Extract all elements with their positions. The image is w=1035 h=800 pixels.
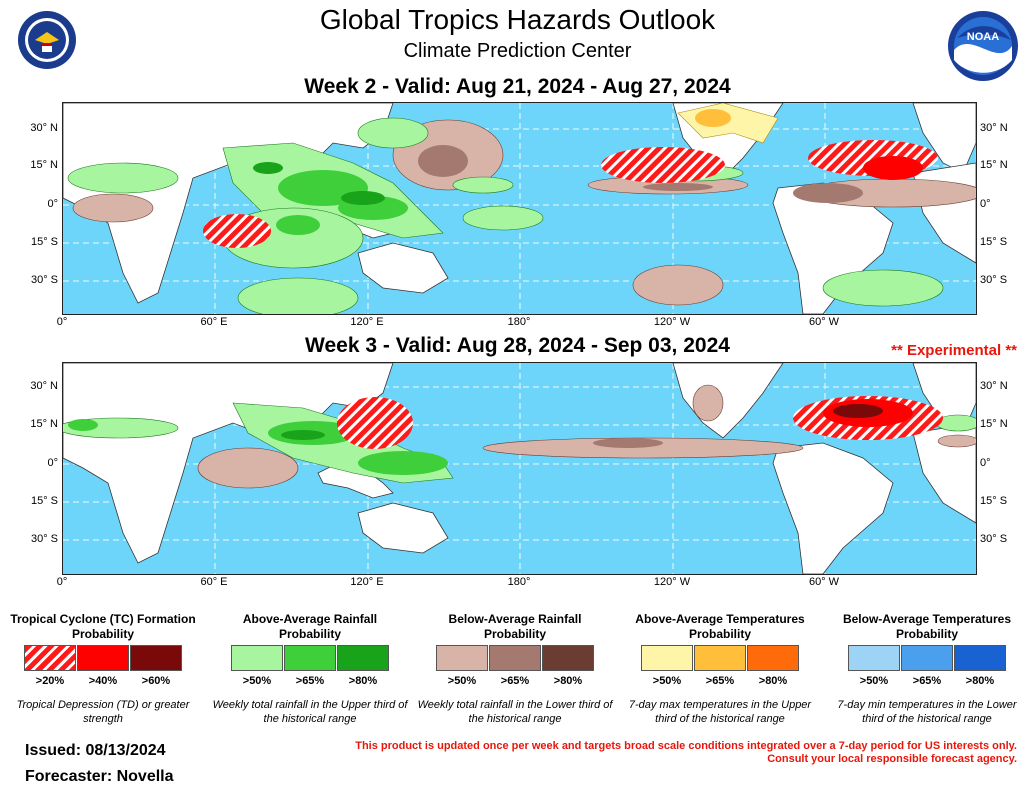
legend-title: Tropical Cyclone (TC) Formation Probabil… xyxy=(10,612,196,641)
week2-map xyxy=(62,102,977,315)
lat-label: 30° S xyxy=(30,274,58,286)
legend-swatch xyxy=(24,645,76,671)
lat-label: 0° xyxy=(980,198,991,210)
legend-level-label: >80% xyxy=(965,675,995,687)
legend-level-label: >65% xyxy=(912,675,942,687)
legend-swatch xyxy=(901,645,953,671)
legend-level-label: >65% xyxy=(295,675,325,687)
forecaster-name: Forecaster: Novella xyxy=(25,768,174,785)
lat-label: 15° S xyxy=(980,236,1008,248)
week3-map xyxy=(62,362,977,575)
legend-swatch xyxy=(231,645,283,671)
lon-label: 120° W xyxy=(653,576,691,588)
legend-swatch xyxy=(337,645,389,671)
legend-level-label: >60% xyxy=(141,675,171,687)
legend-level-label: >50% xyxy=(859,675,889,687)
lon-label: 0° xyxy=(56,316,68,328)
legend-title: Below-Average Rainfall Probability xyxy=(448,612,582,641)
issued-date: Issued: 08/13/2024 xyxy=(25,742,166,759)
lat-label: 15° N xyxy=(980,418,1008,430)
week3-heading: Week 3 - Valid: Aug 28, 2024 - Sep 03, 2… xyxy=(305,334,730,357)
legend-title: Above-Average Rainfall Probability xyxy=(242,612,378,641)
lon-label: 60° W xyxy=(808,576,840,588)
lon-label: 60° W xyxy=(808,316,840,328)
legend-title: Below-Average Temperatures Probability xyxy=(842,612,1012,641)
legend-swatch xyxy=(747,645,799,671)
page-subtitle: Climate Prediction Center xyxy=(403,40,632,62)
lat-label: 15° N xyxy=(30,418,58,430)
legend-note: 7-day min temperatures in the Lower thir… xyxy=(837,699,1017,725)
legend-level-label: >50% xyxy=(242,675,272,687)
lat-label: 15° S xyxy=(980,495,1008,507)
lat-label: 30° N xyxy=(980,122,1008,134)
lat-label: 0° xyxy=(47,457,58,469)
lon-label: 120° E xyxy=(350,576,384,588)
legend-level-label: >80% xyxy=(553,675,583,687)
legend-note: Weekly total rainfall in the Lower third… xyxy=(417,699,613,725)
commerce-seal-icon xyxy=(17,10,77,70)
lat-label: 30° S xyxy=(980,533,1008,545)
disclaimer-line-1: This product is updated once per week an… xyxy=(355,740,1017,752)
legend-swatch xyxy=(848,645,900,671)
legend-swatch xyxy=(542,645,594,671)
legend-note: 7-day max temperatures in the Upper thir… xyxy=(628,699,812,725)
lon-label: 60° E xyxy=(200,316,228,328)
legend-level-label: >65% xyxy=(705,675,735,687)
legend-level-label: >65% xyxy=(500,675,530,687)
legend-note: Tropical Depression (TD) or greater stre… xyxy=(16,699,190,725)
disclaimer-line-2: Consult your local responsible forecast … xyxy=(767,753,1017,765)
legend-swatch xyxy=(954,645,1006,671)
svg-text:NOAA: NOAA xyxy=(967,31,999,43)
lon-label: 120° E xyxy=(350,316,384,328)
lon-label: 0° xyxy=(56,576,68,588)
legend-swatch xyxy=(77,645,129,671)
lon-label: 120° W xyxy=(653,316,691,328)
lat-label: 15° S xyxy=(30,495,58,507)
lat-label: 30° N xyxy=(980,380,1008,392)
legend-swatch xyxy=(489,645,541,671)
legend-note: Weekly total rainfall in the Upper third… xyxy=(212,699,408,725)
lat-label: 30° S xyxy=(30,533,58,545)
legend-level-label: >80% xyxy=(348,675,378,687)
lon-label: 60° E xyxy=(200,576,228,588)
legend-level-label: >50% xyxy=(447,675,477,687)
lon-label: 180° xyxy=(507,576,531,588)
legend-level-label: >40% xyxy=(88,675,118,687)
legend-swatch xyxy=(130,645,182,671)
legend-swatch xyxy=(436,645,488,671)
lat-label: 15° S xyxy=(30,236,58,248)
legend-swatch xyxy=(641,645,693,671)
legend-level-label: >20% xyxy=(35,675,65,687)
lat-label: 30° N xyxy=(30,380,58,392)
legend-swatch xyxy=(284,645,336,671)
legend-swatch xyxy=(694,645,746,671)
lat-label: 30° N xyxy=(30,122,58,134)
lon-label: 180° xyxy=(507,316,531,328)
legend-level-label: >50% xyxy=(652,675,682,687)
lat-label: 30° S xyxy=(980,274,1008,286)
noaa-logo-icon: NOAA xyxy=(947,10,1019,82)
legend-title: Above-Average Temperatures Probability xyxy=(635,612,805,641)
page-title: Global Tropics Hazards Outlook xyxy=(319,4,716,35)
experimental-label: ** Experimental ** xyxy=(891,342,1017,359)
lat-label: 15° N xyxy=(30,159,58,171)
lat-label: 0° xyxy=(980,457,991,469)
legend-level-label: >80% xyxy=(758,675,788,687)
lat-label: 0° xyxy=(47,198,58,210)
lat-label: 15° N xyxy=(980,159,1008,171)
week2-heading: Week 2 - Valid: Aug 21, 2024 - Aug 27, 2… xyxy=(304,75,731,98)
